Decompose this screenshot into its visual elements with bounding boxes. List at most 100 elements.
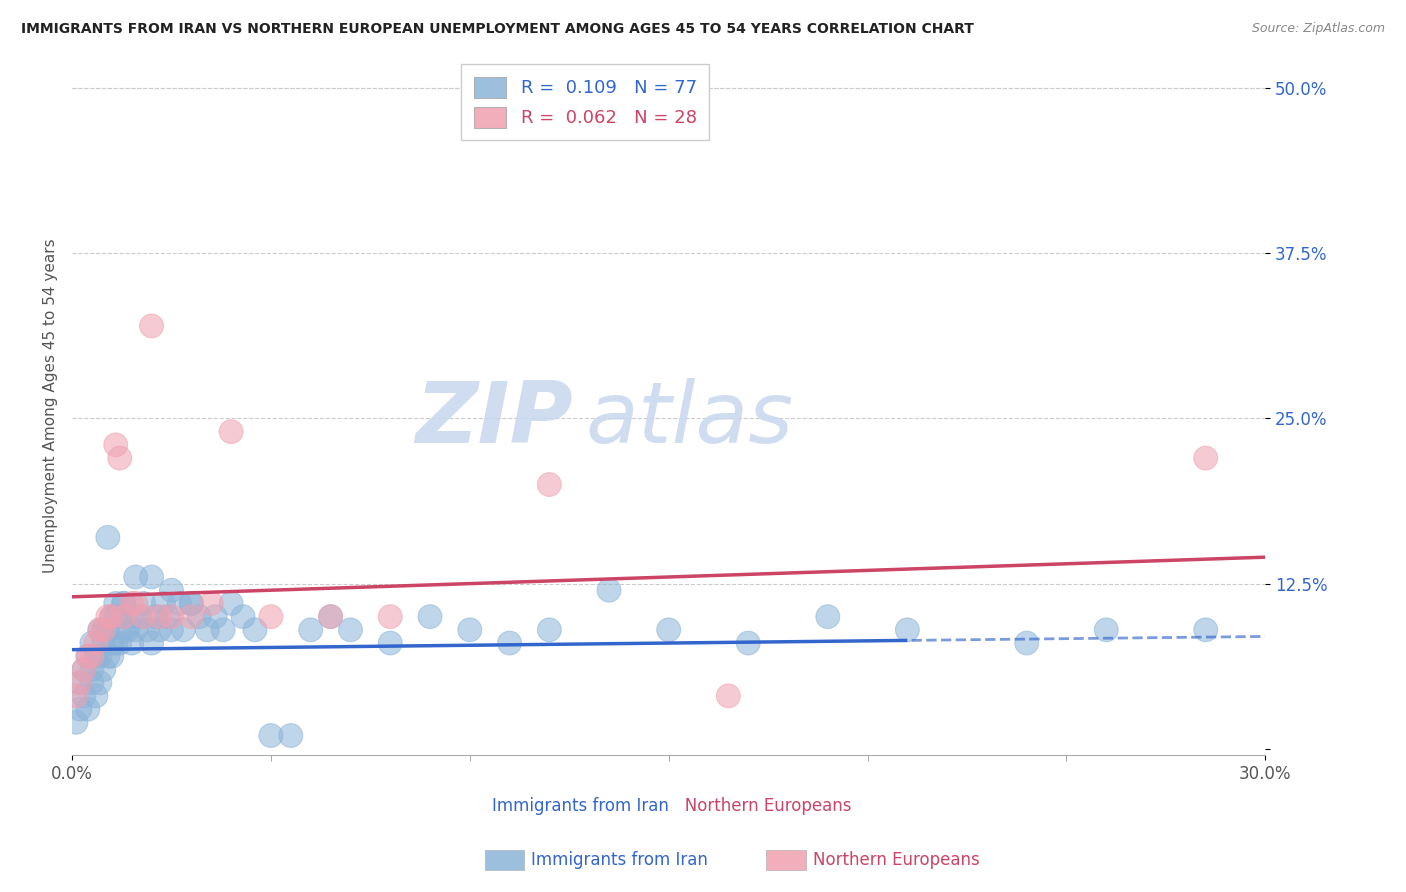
Ellipse shape <box>180 591 204 615</box>
Ellipse shape <box>67 698 91 721</box>
Ellipse shape <box>143 605 167 629</box>
Ellipse shape <box>72 657 96 681</box>
Ellipse shape <box>104 433 128 457</box>
Ellipse shape <box>200 591 224 615</box>
Ellipse shape <box>96 618 120 641</box>
Ellipse shape <box>108 605 132 629</box>
Ellipse shape <box>132 591 156 615</box>
Legend: R =  0.109   N = 77, R =  0.062   N = 28: R = 0.109 N = 77, R = 0.062 N = 28 <box>461 64 710 140</box>
Ellipse shape <box>180 591 204 615</box>
Ellipse shape <box>104 591 128 615</box>
Ellipse shape <box>80 657 104 681</box>
Ellipse shape <box>124 566 148 589</box>
Ellipse shape <box>159 578 183 602</box>
Ellipse shape <box>124 591 148 615</box>
Ellipse shape <box>298 618 322 641</box>
Ellipse shape <box>159 618 183 641</box>
Y-axis label: Unemployment Among Ages 45 to 54 years: Unemployment Among Ages 45 to 54 years <box>44 238 58 573</box>
Ellipse shape <box>76 644 100 668</box>
Ellipse shape <box>537 473 561 497</box>
Ellipse shape <box>96 605 120 629</box>
Ellipse shape <box>120 591 143 615</box>
Ellipse shape <box>498 632 522 655</box>
Ellipse shape <box>91 618 115 641</box>
Text: Immigrants from Iran: Immigrants from Iran <box>492 797 669 815</box>
Text: Northern Europeans: Northern Europeans <box>669 797 851 815</box>
Ellipse shape <box>180 605 204 629</box>
Ellipse shape <box>72 657 96 681</box>
Ellipse shape <box>135 618 159 641</box>
Ellipse shape <box>156 605 180 629</box>
Ellipse shape <box>458 618 482 641</box>
Ellipse shape <box>896 618 920 641</box>
Ellipse shape <box>204 605 228 629</box>
Ellipse shape <box>278 723 302 747</box>
Ellipse shape <box>1094 618 1118 641</box>
Ellipse shape <box>339 618 363 641</box>
Text: IMMIGRANTS FROM IRAN VS NORTHERN EUROPEAN UNEMPLOYMENT AMONG AGES 45 TO 54 YEARS: IMMIGRANTS FROM IRAN VS NORTHERN EUROPEA… <box>21 22 974 37</box>
Ellipse shape <box>108 632 132 655</box>
Ellipse shape <box>1194 618 1218 641</box>
Ellipse shape <box>187 605 211 629</box>
Ellipse shape <box>717 684 741 707</box>
Ellipse shape <box>231 605 254 629</box>
Ellipse shape <box>80 671 104 695</box>
Ellipse shape <box>89 618 112 641</box>
Ellipse shape <box>378 605 402 629</box>
Ellipse shape <box>124 618 148 641</box>
Text: Immigrants from Iran: Immigrants from Iran <box>531 851 709 869</box>
Ellipse shape <box>128 605 152 629</box>
Ellipse shape <box>80 632 104 655</box>
Ellipse shape <box>67 671 91 695</box>
Ellipse shape <box>84 632 108 655</box>
Ellipse shape <box>1194 446 1218 470</box>
Ellipse shape <box>89 644 112 668</box>
Ellipse shape <box>219 420 243 443</box>
Ellipse shape <box>112 591 135 615</box>
Ellipse shape <box>211 618 235 641</box>
Ellipse shape <box>84 684 108 707</box>
Ellipse shape <box>378 632 402 655</box>
Ellipse shape <box>67 671 91 695</box>
Ellipse shape <box>148 618 172 641</box>
Ellipse shape <box>172 618 195 641</box>
Ellipse shape <box>91 657 115 681</box>
Ellipse shape <box>91 618 115 641</box>
Text: atlas: atlas <box>585 377 793 461</box>
Ellipse shape <box>259 605 283 629</box>
Ellipse shape <box>259 723 283 747</box>
Ellipse shape <box>91 632 115 655</box>
Ellipse shape <box>167 591 191 615</box>
Ellipse shape <box>139 566 163 589</box>
Ellipse shape <box>72 684 96 707</box>
Ellipse shape <box>104 605 128 629</box>
Ellipse shape <box>96 644 120 668</box>
Ellipse shape <box>243 618 267 641</box>
Ellipse shape <box>108 446 132 470</box>
Ellipse shape <box>96 525 120 549</box>
Ellipse shape <box>115 618 139 641</box>
Ellipse shape <box>76 644 100 668</box>
Ellipse shape <box>219 591 243 615</box>
Ellipse shape <box>657 618 681 641</box>
Ellipse shape <box>76 698 100 721</box>
Ellipse shape <box>120 605 143 629</box>
Ellipse shape <box>598 578 621 602</box>
Ellipse shape <box>100 644 124 668</box>
Ellipse shape <box>737 632 761 655</box>
Ellipse shape <box>148 605 172 629</box>
Ellipse shape <box>132 605 156 629</box>
Ellipse shape <box>319 605 343 629</box>
Ellipse shape <box>84 644 108 668</box>
Ellipse shape <box>100 632 124 655</box>
Ellipse shape <box>104 632 128 655</box>
Ellipse shape <box>65 684 89 707</box>
Ellipse shape <box>537 618 561 641</box>
Ellipse shape <box>418 605 441 629</box>
Ellipse shape <box>152 591 176 615</box>
Ellipse shape <box>100 605 124 629</box>
Ellipse shape <box>112 591 135 615</box>
Ellipse shape <box>815 605 839 629</box>
Ellipse shape <box>80 644 104 668</box>
Ellipse shape <box>319 605 343 629</box>
